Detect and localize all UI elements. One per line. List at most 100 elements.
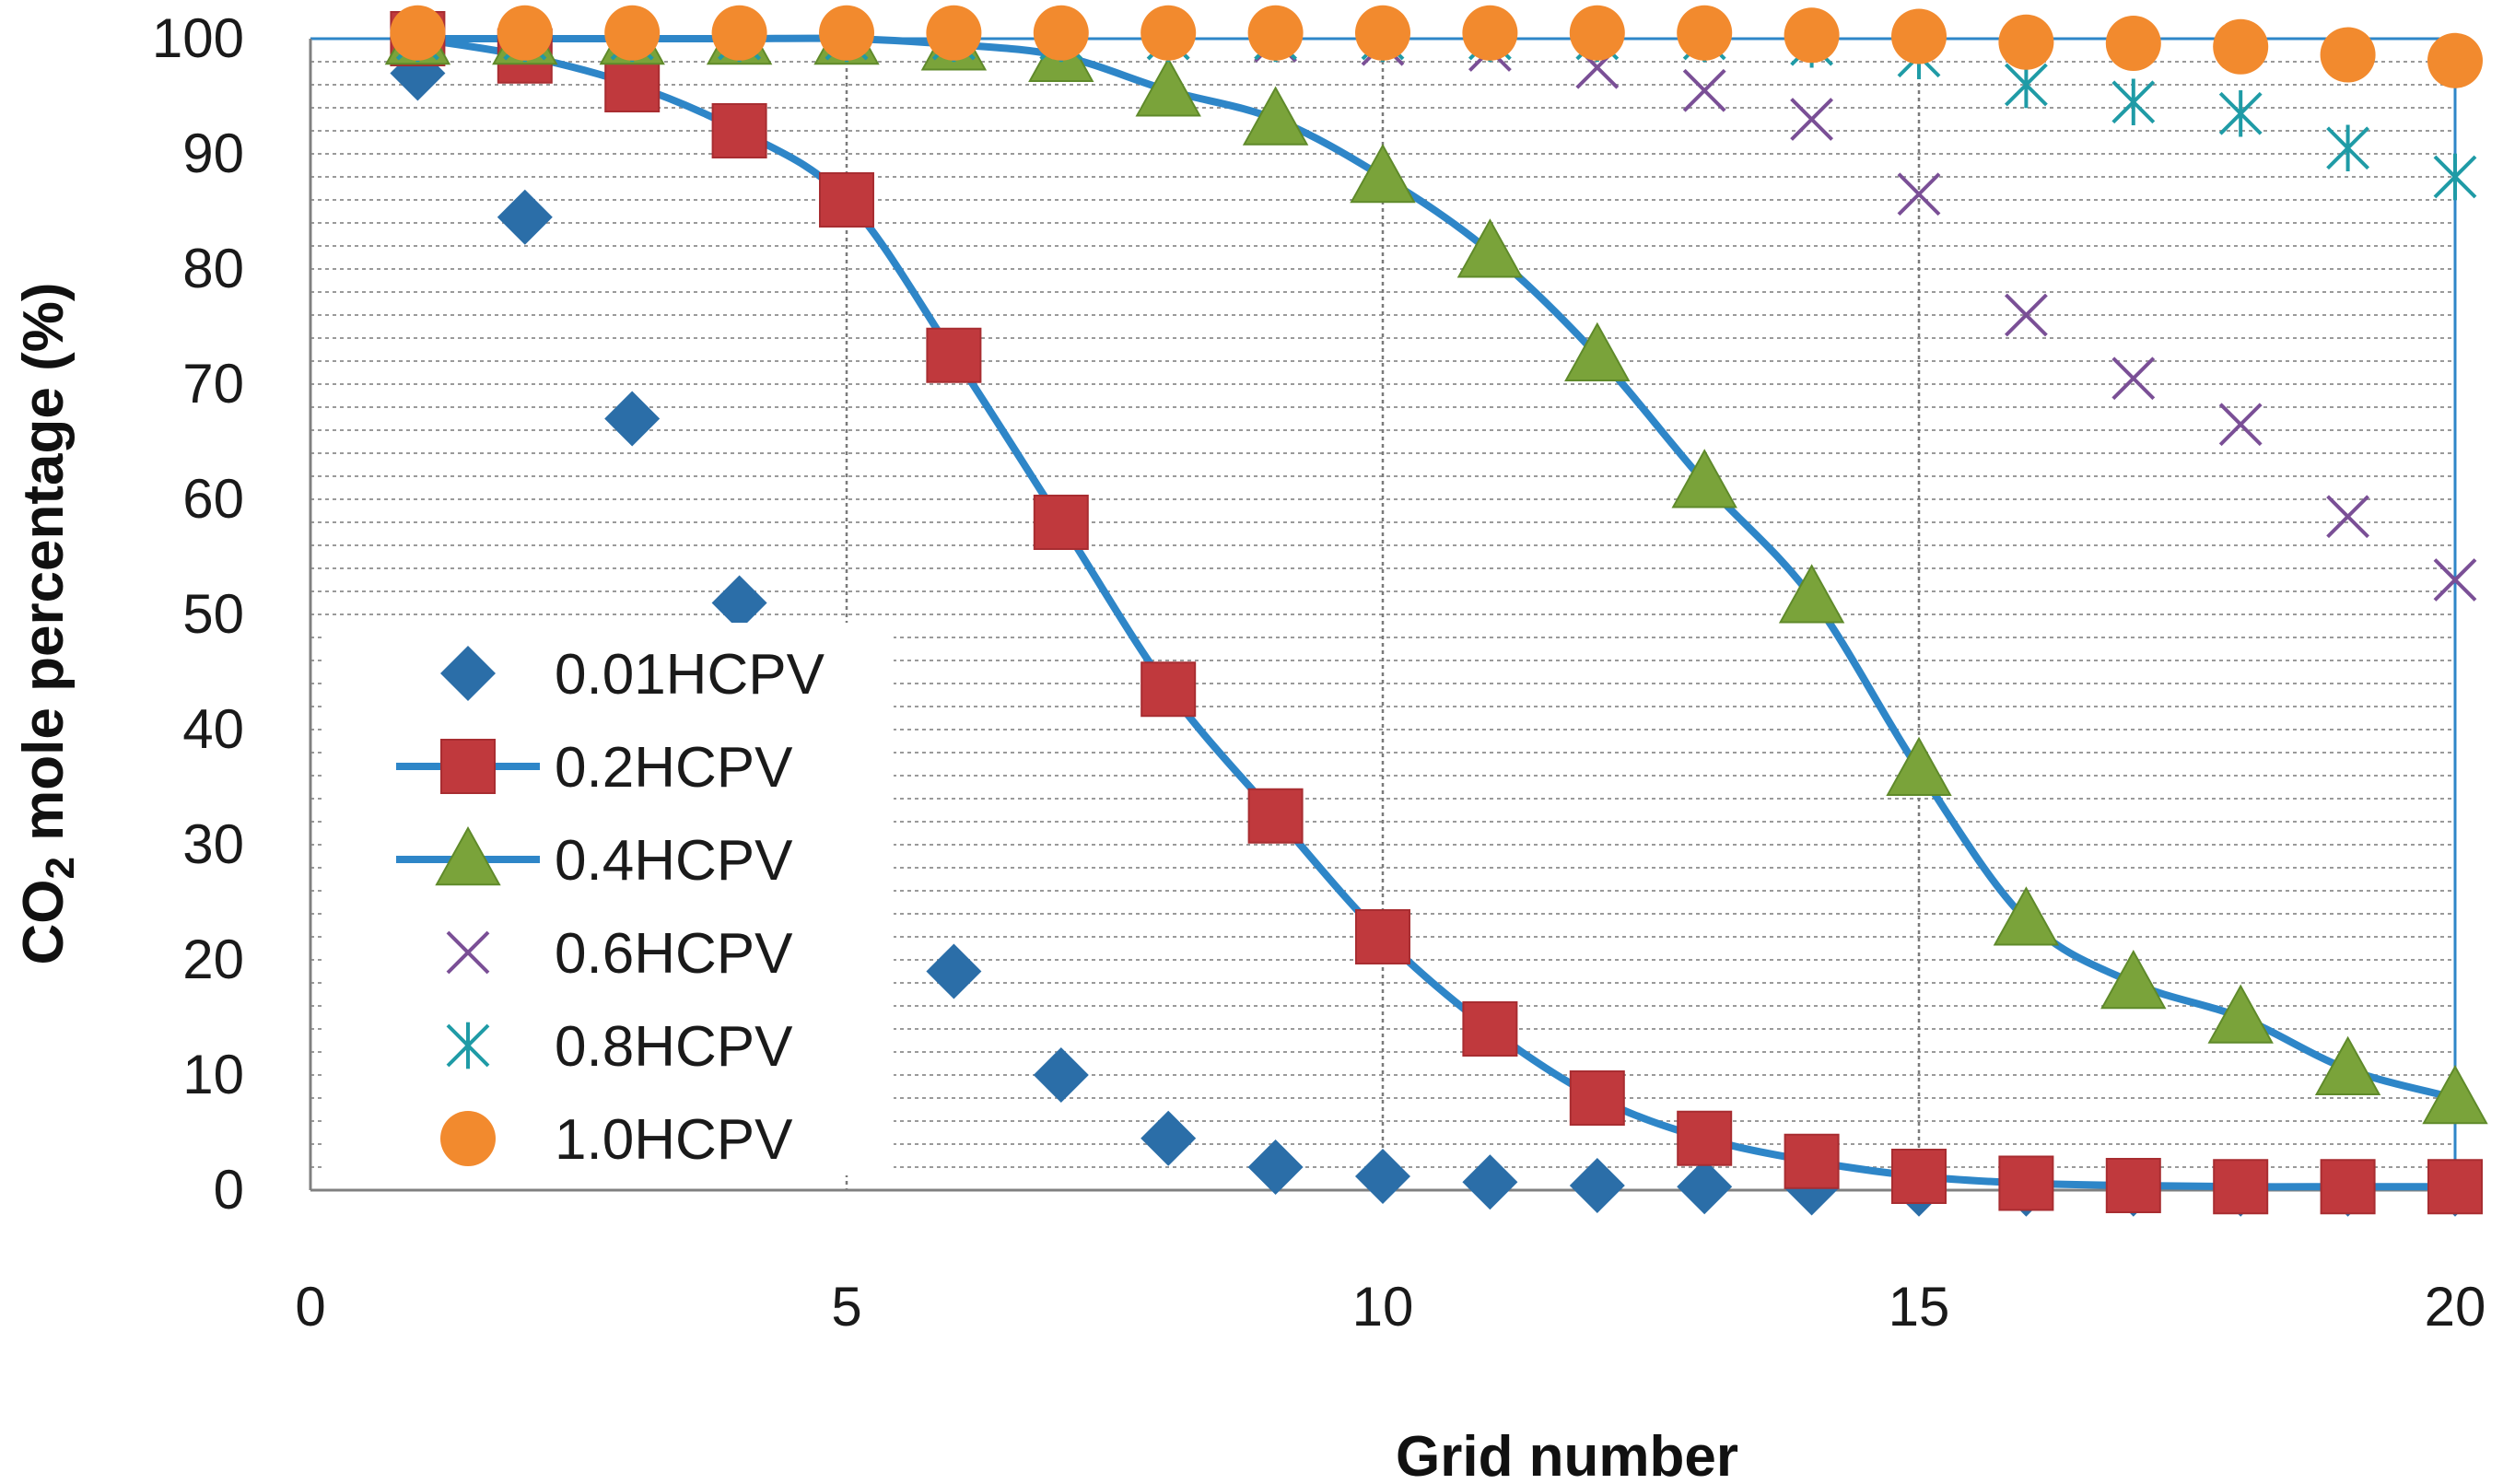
- data-point: [1247, 1139, 1304, 1195]
- circle-marker: [1784, 7, 1840, 64]
- x-marker-stroke: [1682, 68, 1726, 112]
- legend-item: 1.0HCPV: [440, 1108, 793, 1172]
- data-point: [711, 103, 767, 158]
- diamond-marker: [604, 391, 661, 447]
- square-marker: [1677, 1110, 1733, 1166]
- y-tick-label: 80: [182, 238, 244, 299]
- data-point: [1998, 14, 2054, 70]
- square-marker: [1247, 788, 1304, 844]
- data-point: [926, 5, 982, 61]
- y-tick-label: 10: [182, 1044, 244, 1105]
- data-point: [497, 189, 553, 245]
- data-point: [1462, 5, 1518, 61]
- data-point: [1569, 5, 1625, 61]
- data-point: [2218, 89, 2263, 137]
- y-axis-title-subscript: 2: [38, 857, 83, 879]
- data-point: [1462, 1001, 1518, 1057]
- square-marker: [1355, 909, 1410, 964]
- data-point: [819, 5, 874, 61]
- circle-marker: [926, 5, 982, 61]
- x-marker-stroke: [2111, 356, 2156, 401]
- circle-marker: [604, 5, 661, 61]
- x-marker-stroke: [2326, 495, 2370, 539]
- data-point: [2433, 153, 2477, 201]
- data-point: [1140, 661, 1197, 718]
- x-marker-stroke: [2433, 558, 2477, 602]
- square-marker: [819, 172, 874, 228]
- diamond-marker: [1677, 1159, 1733, 1215]
- data-point: [2427, 1159, 2483, 1215]
- diamond-marker: [440, 646, 496, 701]
- data-point: [2100, 949, 2167, 1010]
- circle-marker: [1140, 5, 1197, 61]
- square-marker: [1033, 495, 1089, 550]
- data-point: [1242, 86, 1309, 146]
- data-point: [1784, 7, 1840, 64]
- y-tick-label: 40: [182, 698, 244, 760]
- data-point: [2427, 32, 2483, 88]
- circle-marker: [2320, 27, 2376, 83]
- triangle-marker: [1242, 86, 1309, 146]
- data-point: [1677, 1159, 1733, 1215]
- data-point: [2105, 16, 2161, 71]
- circle-marker: [440, 1111, 496, 1166]
- data-point: [1677, 1110, 1733, 1166]
- data-point: [1682, 68, 1726, 112]
- tick-labels: 0 10 20 30 40 50 60 70 80 90 100 0 5 10 15 20: [152, 7, 2485, 1338]
- data-point: [926, 327, 982, 383]
- legend-label: 0.2HCPV: [555, 736, 793, 800]
- data-point: [1355, 909, 1410, 964]
- square-marker: [2427, 1159, 2483, 1215]
- square-marker: [926, 327, 982, 383]
- data-point: [1569, 1070, 1625, 1126]
- data-point: [604, 5, 661, 61]
- y-tick-label: 90: [182, 123, 244, 184]
- data-point: [1993, 886, 2060, 946]
- y-tick-label: 100: [152, 7, 244, 69]
- y-axis-title-suffix: mole percentage (%): [12, 282, 76, 857]
- data-point: [2105, 1158, 2161, 1213]
- circle-marker: [1033, 5, 1089, 61]
- data-point: [711, 5, 767, 61]
- square-marker: [1784, 1133, 1840, 1189]
- data-point: [2111, 356, 2156, 401]
- x-tick-label: 15: [1889, 1276, 1950, 1338]
- data-point: [1247, 788, 1304, 844]
- y-axis-title-prefix: CO: [12, 880, 76, 965]
- x-tick-label: 0: [295, 1276, 325, 1338]
- legend-label: 0.01HCPV: [555, 643, 825, 707]
- triangle-marker: [1456, 218, 1524, 278]
- triangle-marker: [1993, 886, 2060, 946]
- data-point: [2326, 124, 2370, 172]
- data-point: [2213, 1159, 2269, 1215]
- circle-marker: [1247, 5, 1304, 61]
- legend-label: 0.8HCPV: [555, 1015, 793, 1079]
- diamond-marker: [926, 943, 982, 999]
- square-marker: [2213, 1159, 2269, 1215]
- x-marker-stroke: [1790, 98, 1834, 141]
- circle-marker: [1462, 5, 1518, 61]
- data-point: [2320, 1159, 2376, 1215]
- data-point: [2326, 495, 2370, 539]
- y-tick-label: 20: [182, 929, 244, 990]
- circle-marker: [1677, 5, 1733, 61]
- y-tick-label: 70: [182, 353, 244, 415]
- data-point: [497, 5, 553, 61]
- series-1.0HCPV: [390, 5, 2483, 88]
- square-marker: [2320, 1159, 2376, 1215]
- y-tick-label: 60: [182, 468, 244, 530]
- data-point: [1778, 564, 1845, 624]
- circle-marker: [711, 5, 767, 61]
- data-point: [604, 391, 661, 447]
- circle-marker: [390, 5, 446, 61]
- x-tick-label: 10: [1352, 1276, 1414, 1338]
- triangle-marker: [2100, 949, 2167, 1010]
- x-marker-stroke: [2218, 403, 2263, 447]
- x-axis-title: Grid number: [1396, 1425, 1738, 1484]
- triangle-marker: [1350, 143, 1416, 204]
- data-point: [2422, 1064, 2488, 1125]
- circle-marker: [2213, 18, 2269, 75]
- triangle-marker: [1564, 321, 1631, 381]
- data-point: [1671, 449, 1737, 508]
